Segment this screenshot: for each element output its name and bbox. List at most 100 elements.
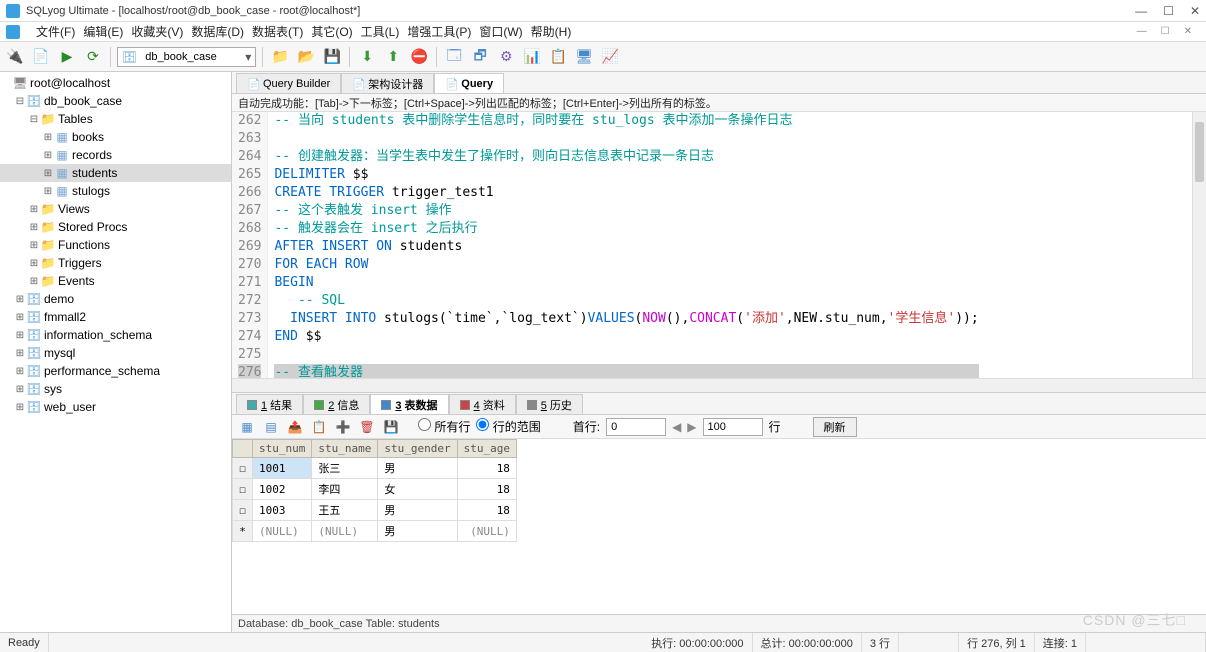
tool-btn-7[interactable]: 🗔: [443, 46, 465, 68]
tree-item-performance_schema[interactable]: ⊞🗄performance_schema: [0, 362, 231, 380]
menu-帮助(H)[interactable]: 帮助(H): [527, 25, 576, 39]
refresh-grid-button[interactable]: 刷新: [813, 417, 857, 437]
result-tab-2[interactable]: 3 表数据: [370, 394, 448, 414]
col-stu_num[interactable]: stu_num: [253, 440, 312, 458]
mdi-min-icon[interactable]: —: [1133, 26, 1151, 37]
chevron-down-icon[interactable]: ▾: [241, 50, 255, 64]
col-stu_age[interactable]: stu_age: [457, 440, 516, 458]
menu-编辑(E)[interactable]: 编辑(E): [79, 25, 127, 39]
maximize-button[interactable]: ☐: [1163, 4, 1174, 18]
table-row[interactable]: ☐1001张三男18: [233, 458, 517, 479]
menu-收藏夹(V)[interactable]: 收藏夹(V): [127, 25, 187, 39]
prev-page-button[interactable]: ◀: [672, 420, 681, 434]
tree-item-books[interactable]: ⊞▦books: [0, 128, 231, 146]
radio-row-range[interactable]: 行的范围: [476, 418, 540, 435]
query-tab-2[interactable]: 📄Query: [434, 73, 504, 93]
new-connection-button[interactable]: 🔌: [4, 46, 26, 68]
tool-btn-2[interactable]: 📂: [295, 46, 317, 68]
col-stu_gender[interactable]: stu_gender: [378, 440, 457, 458]
editor-hscroll[interactable]: [232, 378, 1206, 392]
db-icon: 🗄: [118, 50, 141, 64]
tree-item-Events[interactable]: ⊞📁Events: [0, 272, 231, 290]
menu-数据库(D)[interactable]: 数据库(D): [187, 25, 248, 39]
tree-item-information_schema[interactable]: ⊞🗄information_schema: [0, 326, 231, 344]
sql-editor[interactable]: 2622632642652662672682692702712722732742…: [232, 112, 1206, 393]
save-row-button[interactable]: 💾: [382, 418, 400, 436]
tree-item-fmmall2[interactable]: ⊞🗄fmmall2: [0, 308, 231, 326]
tree-item-Tables[interactable]: ⊟📁Tables: [0, 110, 231, 128]
editor-vscroll[interactable]: [1192, 112, 1206, 378]
col-stu_name[interactable]: stu_name: [312, 440, 378, 458]
tree-item-web_user[interactable]: ⊞🗄web_user: [0, 398, 231, 416]
tool-btn-10[interactable]: 📊: [521, 46, 543, 68]
statusbar: Ready 执行: 00:00:00:000 总计: 00:00:00:000 …: [0, 632, 1206, 652]
tree-item-sys[interactable]: ⊞🗄sys: [0, 380, 231, 398]
tool-btn-1[interactable]: 📁: [269, 46, 291, 68]
minimize-button[interactable]: —: [1135, 4, 1147, 18]
refresh-button[interactable]: ⟳: [82, 46, 104, 68]
new-query-button[interactable]: 📄: [30, 46, 52, 68]
tree-item-mysql[interactable]: ⊞🗄mysql: [0, 344, 231, 362]
export-button[interactable]: 📤: [286, 418, 304, 436]
copy-button[interactable]: 📋: [310, 418, 328, 436]
result-tab-4[interactable]: 5 历史: [516, 394, 583, 414]
next-page-button[interactable]: ▶: [687, 420, 696, 434]
tree-item-Functions[interactable]: ⊞📁Functions: [0, 236, 231, 254]
tree-item-students[interactable]: ⊞▦students: [0, 164, 231, 182]
delete-row-button[interactable]: 🗑: [358, 418, 376, 436]
result-tab-3[interactable]: 4 资料: [449, 394, 516, 414]
result-tab-1[interactable]: 2 信息: [303, 394, 370, 414]
tree-item-db_book_case[interactable]: ⊟🗄db_book_case: [0, 92, 231, 110]
menu-工具(L)[interactable]: 工具(L): [357, 25, 404, 39]
database-combo[interactable]: 🗄 ▾: [117, 47, 256, 67]
form-view-button[interactable]: ▤: [262, 418, 280, 436]
tool-btn-8[interactable]: 🗗: [469, 46, 491, 68]
object-browser[interactable]: 🖥root@localhost⊟🗄db_book_case⊟📁Tables⊞▦b…: [0, 72, 232, 632]
tree-item-Stored Procs[interactable]: ⊞📁Stored Procs: [0, 218, 231, 236]
tool-btn-5[interactable]: ⬆: [382, 46, 404, 68]
result-toolbar: ▦ ▤ 📤 📋 ➕ 🗑 💾 所有行 行的范围 首行: ◀ ▶ 行 刷新: [232, 415, 1206, 439]
add-row-button[interactable]: ➕: [334, 418, 352, 436]
mdi-max-icon[interactable]: ☐: [1157, 26, 1174, 37]
menu-其它(O)[interactable]: 其它(O): [307, 25, 356, 39]
tool-btn-3[interactable]: 💾: [321, 46, 343, 68]
query-tab-0[interactable]: 📄Query Builder: [236, 73, 341, 93]
table-row[interactable]: ☐1003王五男18: [233, 500, 517, 521]
table-row[interactable]: *(NULL)(NULL)男(NULL): [233, 521, 517, 542]
tree-item-stulogs[interactable]: ⊞▦stulogs: [0, 182, 231, 200]
result-grid[interactable]: stu_numstu_namestu_genderstu_age☐1001张三男…: [232, 439, 1206, 614]
menu-增强工具(P)[interactable]: 增强工具(P): [403, 25, 475, 39]
tool-btn-11[interactable]: 📋: [547, 46, 569, 68]
tool-btn-12[interactable]: 🖥: [573, 46, 595, 68]
tool-btn-9[interactable]: ⚙: [495, 46, 517, 68]
grid-view-button[interactable]: ▦: [238, 418, 256, 436]
mdi-close-icon[interactable]: ✕: [1180, 26, 1196, 37]
menu-窗口(W)[interactable]: 窗口(W): [475, 25, 526, 39]
run-button[interactable]: ▶: [56, 46, 78, 68]
result-infobar: Database: db_book_case Table: students: [232, 614, 1206, 632]
tree-item-Views[interactable]: ⊞📁Views: [0, 200, 231, 218]
table-row[interactable]: ☐1002李四女18: [233, 479, 517, 500]
row-count-input[interactable]: [703, 418, 763, 436]
result-tab-0[interactable]: 1 结果: [236, 394, 303, 414]
database-combo-input[interactable]: [141, 51, 241, 63]
tool-btn-13[interactable]: 📈: [599, 46, 621, 68]
first-row-label: 首行:: [573, 418, 600, 435]
radio-all-rows[interactable]: 所有行: [418, 418, 470, 435]
result-tabs: 1 结果2 信息3 表数据4 资料5 历史: [232, 393, 1206, 415]
query-tab-1[interactable]: 📄架构设计器: [341, 73, 434, 93]
tree-item-Triggers[interactable]: ⊞📁Triggers: [0, 254, 231, 272]
tab-icon: 📄: [247, 78, 259, 90]
main-toolbar: 🔌 📄 ▶ ⟳ 🗄 ▾ 📁 📂 💾 ⬇ ⬆ ⛔ 🗔 🗗 ⚙ 📊 📋 🖥 📈: [0, 42, 1206, 72]
tree-item-root@localhost[interactable]: 🖥root@localhost: [0, 74, 231, 92]
tool-btn-6[interactable]: ⛔: [408, 46, 430, 68]
menu-app-icon: [6, 25, 20, 39]
tool-btn-4[interactable]: ⬇: [356, 46, 378, 68]
tree-item-demo[interactable]: ⊞🗄demo: [0, 290, 231, 308]
tree-item-records[interactable]: ⊞▦records: [0, 146, 231, 164]
first-row-input[interactable]: [606, 418, 666, 436]
menu-数据表(T)[interactable]: 数据表(T): [248, 25, 307, 39]
menu-文件(F)[interactable]: 文件(F): [32, 25, 79, 39]
close-button[interactable]: ✕: [1190, 4, 1200, 18]
window-title: SQLyog Ultimate - [localhost/root@db_boo…: [26, 5, 1135, 17]
